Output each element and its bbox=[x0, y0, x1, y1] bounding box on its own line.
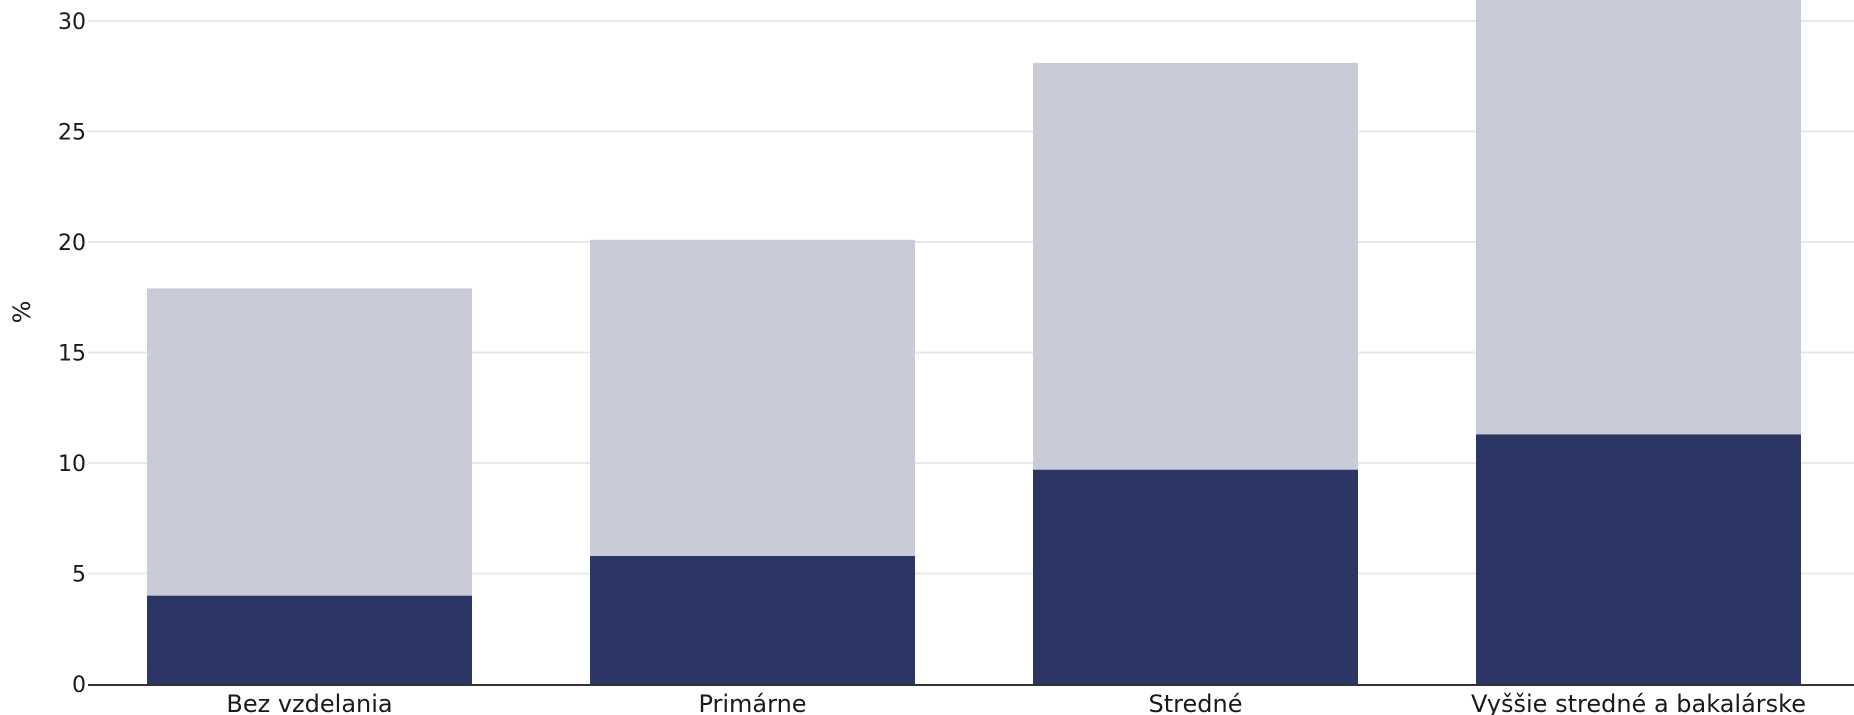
y-tick-label: 10 bbox=[58, 452, 86, 477]
y-axis-title: % bbox=[8, 301, 36, 324]
y-tick-label: 20 bbox=[58, 231, 86, 256]
bar-segment-series-1-1 bbox=[590, 555, 915, 684]
bar-segment-series-1-2 bbox=[1033, 469, 1358, 684]
y-tick-labels: 0 5 10 15 20 25 30 bbox=[58, 10, 86, 698]
bar-segment-series-2-3 bbox=[1476, 0, 1801, 435]
bar-segment-series-1-0 bbox=[147, 595, 472, 684]
bar-segment-series-2-0 bbox=[147, 288, 472, 596]
y-tick-label: 0 bbox=[72, 673, 86, 698]
x-category-labels: Bez vzdelania Primárne Stredné Vyššie stred… bbox=[226, 690, 1806, 715]
bar-segment-series-2-1 bbox=[590, 239, 915, 556]
x-category-label: Stredné bbox=[1149, 690, 1243, 715]
x-category-label: Primárne bbox=[698, 690, 806, 715]
bar-segment-series-1-3 bbox=[1476, 434, 1801, 684]
y-tick-label: 30 bbox=[58, 10, 86, 35]
y-tick-label: 5 bbox=[72, 563, 86, 588]
bar-segment-series-2-2 bbox=[1033, 62, 1358, 470]
y-tick-label: 25 bbox=[58, 121, 86, 146]
x-category-label: Bez vzdelania bbox=[226, 690, 392, 715]
x-category-label: Vyššie stredné a bakalárske bbox=[1471, 690, 1806, 715]
y-tick-label: 15 bbox=[58, 342, 86, 367]
bars bbox=[147, 0, 1801, 684]
